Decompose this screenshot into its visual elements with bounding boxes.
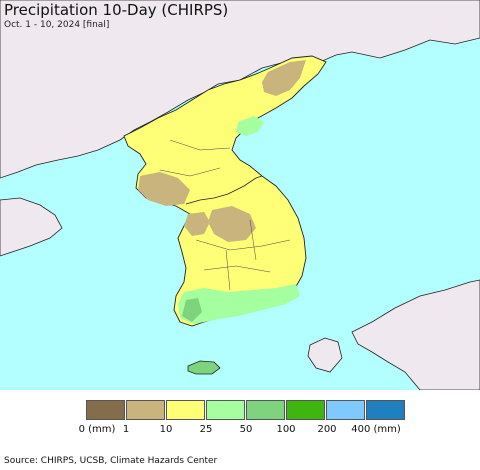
shandong-peninsula <box>0 197 63 257</box>
legend-tick-0: 0 (mm) <box>78 424 116 435</box>
china-land <box>0 0 480 179</box>
legend-tick-5: 100 <box>276 424 296 435</box>
legend-swatch-5 <box>286 400 325 420</box>
legend-tick-2: 10 <box>159 424 173 435</box>
wet-area-south-coast <box>178 284 300 324</box>
jeju-island <box>187 360 221 375</box>
legend-tick-6: 200 <box>317 424 337 435</box>
legend-tick-3: 25 <box>199 424 213 435</box>
legend-colorbar <box>86 400 408 422</box>
legend-swatch-6 <box>326 400 365 420</box>
japan-island-small <box>307 337 343 373</box>
map-subtitle: Oct. 1 - 10, 2024 [final] <box>4 20 110 30</box>
legend-swatch-1 <box>126 400 165 420</box>
wet-area-southwest-tip <box>182 298 202 322</box>
dry-area-central-south <box>208 206 256 242</box>
map-frame <box>0 0 480 390</box>
precipitation-map <box>0 0 480 390</box>
legend-swatch-4 <box>246 400 285 420</box>
dmz-border <box>185 175 263 205</box>
legend-swatch-7 <box>366 400 405 420</box>
map-title: Precipitation 10-Day (CHIRPS) <box>4 1 229 19</box>
legend-tick-7: 400 (mm) <box>351 424 401 435</box>
wet-area-east-coast <box>236 116 264 136</box>
province-borders <box>159 139 291 291</box>
dry-area-northeast <box>262 60 306 96</box>
legend-tick-1: 1 <box>122 424 130 435</box>
legend-swatch-2 <box>166 400 205 420</box>
dry-area-west-coast <box>138 172 190 206</box>
legend-swatch-0 <box>86 400 125 420</box>
dry-area-seoul <box>184 212 210 236</box>
source-credit: Source: CHIRPS, UCSB, Climate Hazards Ce… <box>4 456 218 466</box>
legend-swatch-3 <box>206 400 245 420</box>
japan-land <box>351 279 480 390</box>
legend-tick-4: 50 <box>239 424 253 435</box>
